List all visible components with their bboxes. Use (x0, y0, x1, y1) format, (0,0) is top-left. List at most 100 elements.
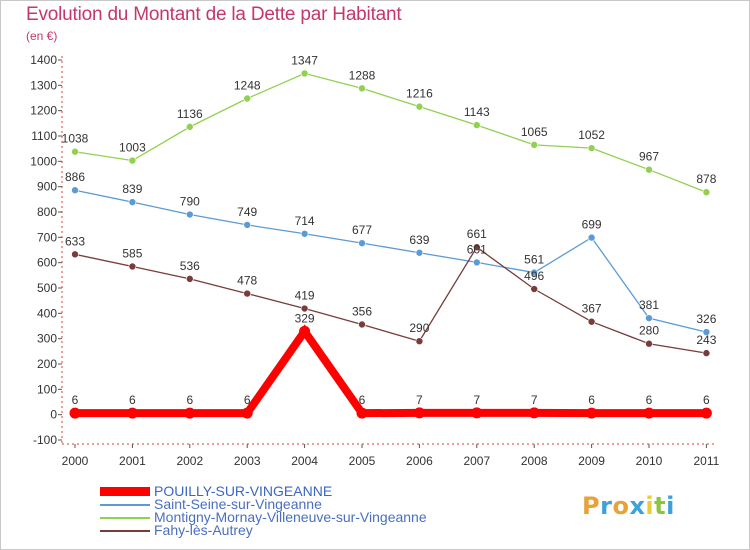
data-point (299, 325, 311, 337)
data-label: 749 (237, 205, 257, 219)
data-point (69, 407, 81, 419)
data-label: 6 (359, 393, 366, 407)
data-point (184, 407, 196, 419)
data-point (645, 339, 653, 348)
x-tick-label: 2011 (693, 454, 719, 468)
y-tick-label: 1300 (30, 78, 57, 92)
x-tick-label: 2009 (578, 454, 605, 468)
data-point (126, 407, 138, 419)
logo-letter: i (645, 492, 655, 520)
data-point (643, 407, 655, 419)
data-point (358, 239, 366, 247)
x-tick-label: 2010 (636, 454, 663, 468)
y-tick-label: 1000 (30, 154, 57, 168)
data-point (300, 69, 309, 78)
x-tick-label: 2000 (62, 454, 89, 468)
logo-letter: i (666, 492, 675, 520)
data-label: 1143 (464, 105, 490, 119)
data-point (300, 304, 309, 313)
data-label: 290 (409, 321, 429, 335)
data-label: 561 (524, 253, 544, 267)
data-label: 356 (352, 304, 372, 318)
data-point (702, 349, 711, 357)
data-point (587, 233, 596, 242)
proxiti-logo: Proxiti (582, 492, 675, 520)
y-tick-label: 1200 (30, 104, 57, 118)
data-point (300, 229, 309, 238)
data-label: 7 (531, 393, 538, 407)
data-label: 1288 (349, 68, 376, 82)
legend-item: Fahy-lès-Autrey (100, 522, 427, 538)
data-point (358, 320, 366, 329)
legend-swatch (100, 516, 150, 519)
data-point (241, 407, 253, 419)
legend: POUILLY-SUR-VINGEANNE Saint-Seine-sur-Vin… (100, 483, 427, 538)
legend-swatch (100, 503, 150, 506)
data-point (128, 262, 137, 271)
data-point (530, 285, 539, 293)
legend-swatch (100, 529, 150, 532)
data-point (471, 407, 483, 419)
x-tick-label: 2003 (234, 454, 261, 468)
data-label: 7 (416, 393, 423, 407)
x-tick-label: 2001 (119, 454, 146, 468)
y-tick-label: 400 (37, 306, 57, 320)
logo-letter: x (629, 492, 646, 520)
unit-label: (en €) (26, 29, 58, 43)
data-point (186, 123, 194, 131)
y-tick-label: 600 (37, 256, 57, 270)
x-tick-label: 2006 (406, 454, 433, 468)
y-tick-label: 700 (37, 230, 57, 244)
data-point (528, 407, 540, 419)
data-point (530, 141, 539, 149)
data-point (71, 147, 79, 156)
data-point (415, 102, 424, 111)
y-tick-label: 800 (37, 205, 57, 219)
x-tick-label: 2008 (521, 454, 548, 468)
data-label: 714 (295, 214, 315, 228)
data-point (472, 121, 481, 129)
data-label: 7 (473, 393, 480, 407)
data-label: 381 (639, 298, 659, 312)
data-point (358, 84, 366, 93)
legend-label: Saint-Seine-sur-Vingeanne (154, 496, 322, 512)
logo-letter: t (654, 492, 667, 520)
logo-letter: o (612, 492, 630, 520)
data-label: 1347 (291, 53, 318, 67)
data-point (71, 186, 79, 195)
data-label: 1052 (578, 128, 605, 142)
data-label: 878 (696, 172, 716, 186)
data-label: 699 (582, 218, 602, 232)
data-point (702, 328, 711, 336)
data-point (71, 250, 79, 259)
data-point (128, 198, 137, 206)
data-label: 6 (129, 393, 136, 407)
data-label: 6 (703, 393, 710, 407)
data-point (472, 258, 481, 267)
data-point (645, 165, 653, 174)
series-line-0 (75, 324, 707, 418)
data-label: 419 (295, 289, 315, 303)
data-label: 790 (180, 195, 200, 209)
data-point (186, 275, 194, 283)
data-label: 1003 (119, 141, 146, 155)
data-label: 1136 (177, 107, 203, 121)
y-tick-label: 1100 (31, 129, 57, 143)
data-label: 967 (639, 150, 659, 164)
legend-label: Fahy-lès-Autrey (154, 522, 253, 538)
legend-label: Montigny-Mornay-Villeneuve-sur-Vingeanne (154, 509, 427, 525)
data-label: 6 (186, 393, 193, 407)
legend-swatch (100, 487, 150, 496)
data-label: 886 (65, 170, 85, 184)
data-label: 367 (582, 302, 602, 316)
data-point (530, 268, 539, 277)
data-point (415, 248, 424, 257)
data-label: 326 (696, 312, 716, 326)
data-label: 6 (588, 393, 595, 407)
y-tick-label: 200 (37, 357, 57, 371)
y-tick-label: 1400 (30, 53, 57, 67)
data-label: 243 (696, 333, 716, 347)
legend-label: POUILLY-SUR-VINGEANNE (154, 483, 333, 499)
data-label: 1248 (234, 79, 261, 93)
